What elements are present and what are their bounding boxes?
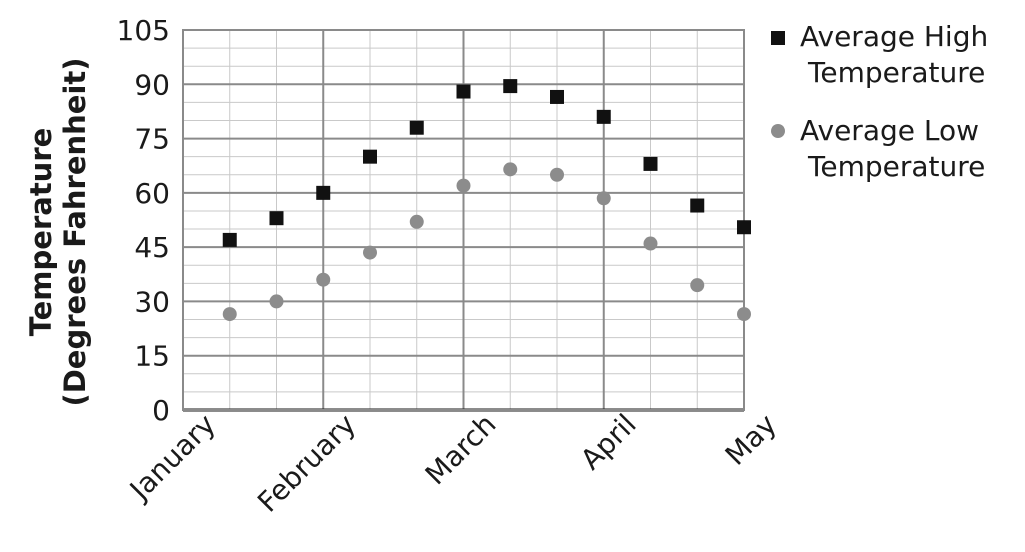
low-temp-point [596,191,611,206]
high-temp-point [737,220,751,235]
y-tick-label: 45 [134,231,170,264]
plot-border [182,29,745,411]
high-temp-point [456,84,471,99]
low-temp-point [409,214,424,229]
legend-label-high-line-1: Average High [800,20,988,53]
high-temp-point [503,79,518,94]
legend: Average High Temperature Average Low Tem… [771,20,988,183]
x-tick-label: April [574,408,643,477]
high-temp-point [269,211,284,226]
high-temp-point [643,156,658,171]
legend-label-low-line-1: Average Low [800,114,979,147]
y-axis-title-line-1: Temperature [24,128,58,337]
y-axis-title: Temperature (Degrees Fahrenheit) [24,57,92,406]
low-temp-point [690,278,705,293]
high-temp-point [222,232,237,247]
y-axis-title-line-2: (Degrees Fahrenheit) [58,57,92,406]
y-tick-label: 60 [134,177,170,210]
legend-item-low: Average Low Temperature [771,114,985,183]
y-tick-label: 75 [134,123,170,156]
axes [182,29,745,412]
legend-square-marker-icon [771,31,785,45]
y-axis-tick-labels: 0 15 30 45 60 75 90 105 [117,14,170,427]
y-tick-label: 105 [117,14,170,47]
low-temp-point [222,307,237,322]
x-tick-label: May [719,408,783,472]
y-tick-label: 0 [152,394,170,427]
low-temp-point [550,167,564,182]
high-temp-point [316,185,331,200]
high-temp-point [363,149,377,164]
y-tick-label: 90 [134,68,170,101]
legend-circle-marker-icon [771,124,785,138]
high-temp-point [596,109,611,124]
y-tick-label: 15 [134,340,170,373]
low-temp-point [503,162,518,177]
low-temp-point [363,245,377,260]
data-points [222,79,751,322]
high-temp-point [409,120,424,135]
x-tick-label: February [251,408,362,519]
high-temp-point [550,89,564,104]
low-temp-point [737,307,751,322]
x-tick-label: January [122,408,222,508]
low-temp-point [316,272,331,287]
x-tick-label: March [419,408,503,492]
low-temp-point [456,178,471,193]
low-temp-point [269,294,284,309]
x-axis-tick-labels: January February March April May [122,408,783,519]
legend-label-high-line-2: Temperature [807,56,985,89]
legend-label-low-line-2: Temperature [807,150,985,183]
y-tick-label: 30 [134,285,170,318]
high-temp-point [690,198,705,213]
low-temp-point [643,236,658,251]
legend-item-high: Average High Temperature [771,20,988,89]
